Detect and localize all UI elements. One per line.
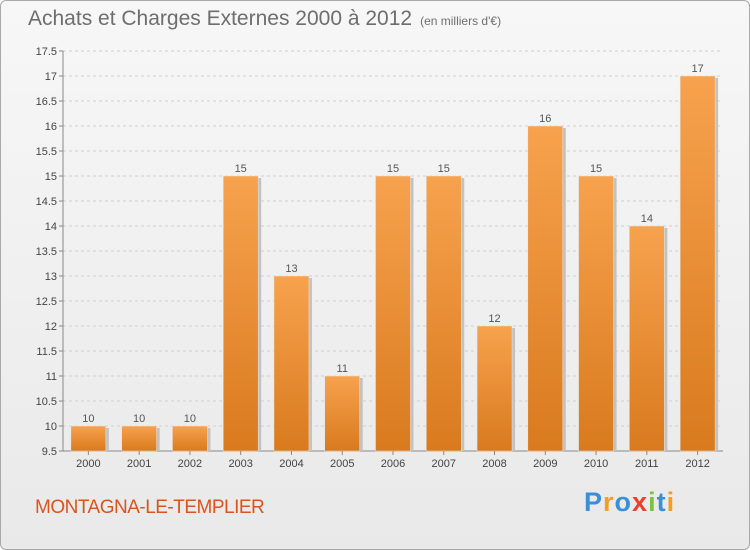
- y-tick-label: 13: [45, 271, 57, 283]
- bar: [273, 275, 310, 452]
- x-tick-label: 2006: [381, 458, 405, 470]
- y-tick-label: 15.5: [36, 146, 57, 158]
- bar: [121, 425, 157, 452]
- logo-letter: r: [603, 487, 615, 517]
- y-tick-label: 16.5: [36, 96, 57, 108]
- chart-title-text: Achats et Charges Externes 2000 à 2012: [28, 7, 413, 30]
- x-tick-label: 2010: [584, 458, 608, 470]
- chart-unit: (en milliers d'€): [420, 14, 502, 28]
- y-tick-label: 11: [46, 371, 57, 383]
- bar-value-label: 14: [641, 213, 653, 225]
- x-tick-label: 2008: [482, 458, 506, 470]
- logo-letter: i: [648, 487, 657, 517]
- logo-letter: t: [656, 487, 667, 517]
- x-tick-label: 2007: [432, 458, 456, 470]
- logo-letter: P: [584, 487, 604, 517]
- chart-title: Achats et Charges Externes 2000 à 2012 (e…: [28, 7, 501, 31]
- y-tick-label: 9.5: [42, 446, 57, 458]
- y-tick-label: 10: [45, 421, 57, 433]
- bar: [527, 125, 564, 452]
- x-tick-label: 2001: [127, 458, 151, 470]
- commune-name: MONTAGNA-LE-TEMPLIER: [35, 497, 265, 518]
- bar-value-label: 13: [285, 263, 297, 275]
- bar: [476, 325, 513, 452]
- bar-value-label: 10: [82, 413, 94, 425]
- bar-value-label: 15: [387, 163, 399, 175]
- y-tick-label: 16: [45, 121, 57, 133]
- bar: [426, 175, 462, 452]
- proxiti-logo: Proxiti: [584, 487, 675, 518]
- bar: [375, 175, 411, 452]
- bar-value-label: 15: [438, 163, 450, 175]
- y-tick-label: 13.5: [36, 246, 57, 258]
- bar-value-label: 15: [235, 163, 247, 175]
- y-tick-label: 17: [45, 71, 57, 83]
- bar-value-label: 12: [488, 313, 500, 325]
- y-tick-label: 17.5: [36, 46, 57, 58]
- x-tick-label: 2009: [533, 458, 557, 470]
- y-tick-label: 11.5: [36, 346, 57, 358]
- bar: [629, 225, 665, 452]
- x-tick-label: 2011: [635, 458, 659, 470]
- bar: [679, 75, 716, 452]
- x-tick-label: 2003: [228, 458, 252, 470]
- bar: [70, 425, 107, 452]
- logo-letter: x: [632, 487, 649, 517]
- bar-value-label: 10: [184, 413, 196, 425]
- y-tick-label: 12: [45, 321, 57, 333]
- x-tick-label: 2004: [279, 458, 303, 470]
- bar: [578, 175, 614, 452]
- x-tick-label: 2012: [685, 458, 709, 470]
- logo-letter: o: [614, 487, 633, 517]
- bar-value-label: 10: [133, 413, 145, 425]
- y-tick-label: 10.5: [36, 396, 57, 408]
- y-tick-label: 14: [45, 221, 57, 233]
- bar-value-label: 16: [539, 113, 551, 125]
- bar-value-label: 15: [590, 163, 602, 175]
- bar: [172, 425, 208, 452]
- x-tick-label: 2005: [330, 458, 354, 470]
- logo-letter: i: [666, 487, 676, 517]
- x-tick-label: 2000: [76, 458, 100, 470]
- bar: [222, 175, 259, 452]
- bar: [324, 375, 360, 452]
- y-tick-label: 14.5: [36, 196, 57, 208]
- y-tick-label: 15: [45, 171, 57, 183]
- y-tick-label: 12.5: [36, 296, 57, 308]
- bar-value-label: 17: [691, 63, 703, 75]
- bar-value-label: 11: [337, 363, 348, 375]
- x-tick-label: 2002: [178, 458, 202, 470]
